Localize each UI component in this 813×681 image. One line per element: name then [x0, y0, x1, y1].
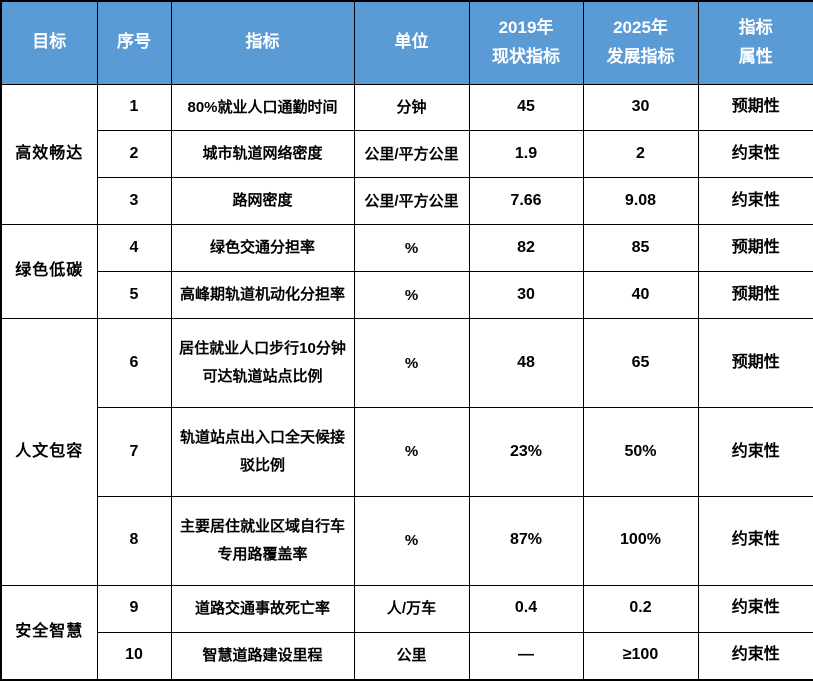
group-cell-green: 绿色低碳: [0, 224, 98, 320]
table-row: 人文包容 6 居住就业人口步行10分钟可达轨道站点比例 % 48 65 预期性: [0, 318, 813, 586]
value-2019-cell: —: [468, 631, 584, 681]
indicator-cell: 绿色交通分担率: [170, 224, 355, 273]
value-2019-cell: 45: [468, 83, 584, 132]
no-cell: 3: [96, 177, 172, 226]
table-row: 2 城市轨道网络密度 公里/平方公里 1.9 2 约束性: [1, 130, 813, 179]
indicator-cell: 轨道站点出入口全天候接驳比例: [170, 406, 355, 497]
value-2025-cell: 50%: [582, 406, 699, 497]
table-row: 安全智慧 9 道路交通事故死亡率 人/万车 0.4 0.2 约束性: [0, 584, 813, 681]
value-2019-cell: 87%: [468, 495, 584, 586]
value-2025-cell: ≥100: [582, 631, 699, 681]
col-header-2025: 2025年 发展指标: [582, 0, 699, 85]
unit-cell: %: [353, 271, 470, 320]
indicator-cell: 路网密度: [170, 177, 355, 226]
attr-cell: 约束性: [697, 406, 813, 497]
unit-cell: %: [353, 224, 470, 273]
col-header-goal: 目标: [0, 0, 98, 85]
attr-cell: 约束性: [697, 130, 813, 179]
attr-cell: 约束性: [697, 584, 813, 633]
col-header-indicator: 指标: [170, 0, 355, 85]
attr-cell: 约束性: [697, 495, 813, 586]
table-body: 高效畅达 1 80%就业人口通勤时间 分钟 45 30 预期性 2 城市轨道网络…: [0, 83, 813, 681]
value-2019-cell: 23%: [468, 406, 584, 497]
indicator-cell: 主要居住就业区域自行车专用路覆盖率: [170, 495, 355, 586]
table-row: 8 主要居住就业区域自行车专用路覆盖率 % 87% 100% 约束性: [1, 495, 813, 586]
group-cell-efficient: 高效畅达: [0, 83, 98, 226]
unit-cell: 公里/平方公里: [353, 130, 470, 179]
value-2025-cell: 85: [582, 224, 699, 273]
indicator-cell: 居住就业人口步行10分钟可达轨道站点比例: [170, 318, 355, 408]
value-2025-cell: 40: [582, 271, 699, 320]
unit-cell: %: [353, 406, 470, 497]
table-row: 7 轨道站点出入口全天候接驳比例 % 23% 50% 约束性: [1, 406, 813, 497]
no-cell: 9: [96, 584, 172, 633]
value-2019-cell: 7.66: [468, 177, 584, 226]
attr-cell: 预期性: [697, 318, 813, 408]
table-row: 高效畅达 1 80%就业人口通勤时间 分钟 45 30 预期性: [0, 83, 813, 226]
value-2025-cell: 9.08: [582, 177, 699, 226]
col-header-2019: 2019年 现状指标: [468, 0, 584, 85]
col-header-attr: 指标 属性: [697, 0, 813, 85]
value-2019-cell: 1.9: [468, 130, 584, 179]
value-2025-cell: 2: [582, 130, 699, 179]
value-2019-cell: 82: [468, 224, 584, 273]
table-row: 10 智慧道路建设里程 公里 — ≥100 约束性: [1, 631, 813, 681]
attr-cell: 约束性: [697, 631, 813, 681]
value-2025-cell: 0.2: [582, 584, 699, 633]
no-cell: 10: [96, 631, 172, 681]
attr-cell: 约束性: [697, 177, 813, 226]
table-row: 3 路网密度 公里/平方公里 7.66 9.08 约束性: [1, 177, 813, 226]
value-2025-cell: 30: [582, 83, 699, 132]
no-cell: 2: [96, 130, 172, 179]
col-header-no: 序号: [96, 0, 172, 85]
value-2025-cell: 65: [582, 318, 699, 408]
value-2019-cell: 0.4: [468, 584, 584, 633]
value-2019-cell: 30: [468, 271, 584, 320]
unit-cell: 分钟: [353, 83, 470, 132]
no-cell: 4: [96, 224, 172, 273]
table-row: 绿色低碳 4 绿色交通分担率 % 82 85 预期性: [0, 224, 813, 320]
indicator-cell: 高峰期轨道机动化分担率: [170, 271, 355, 320]
no-cell: 8: [96, 495, 172, 586]
unit-cell: 公里/平方公里: [353, 177, 470, 226]
attr-cell: 预期性: [697, 83, 813, 132]
group-cell-safe: 安全智慧: [0, 584, 98, 681]
attr-cell: 预期性: [697, 271, 813, 320]
group-cell-humanistic: 人文包容: [0, 318, 98, 586]
value-2019-cell: 48: [468, 318, 584, 408]
no-cell: 5: [96, 271, 172, 320]
unit-cell: 公里: [353, 631, 470, 681]
col-header-unit: 单位: [353, 0, 470, 85]
header-row: 目标 序号 指标 单位 2019年 现状指标 2025年 发展指标 指标 属性: [0, 0, 813, 85]
attr-cell: 预期性: [697, 224, 813, 273]
unit-cell: %: [353, 495, 470, 586]
indicator-cell: 城市轨道网络密度: [170, 130, 355, 179]
table-row: 5 高峰期轨道机动化分担率 % 30 40 预期性: [1, 271, 813, 320]
indicator-cell: 智慧道路建设里程: [170, 631, 355, 681]
indicator-cell: 道路交通事故死亡率: [170, 584, 355, 633]
no-cell: 7: [96, 406, 172, 497]
value-2025-cell: 100%: [582, 495, 699, 586]
unit-cell: 人/万车: [353, 584, 470, 633]
no-cell: 1: [96, 83, 172, 132]
table-header: 目标 序号 指标 单位 2019年 现状指标 2025年 发展指标 指标 属性: [0, 0, 813, 85]
unit-cell: %: [353, 318, 470, 408]
indicator-cell: 80%就业人口通勤时间: [170, 83, 355, 132]
no-cell: 6: [96, 318, 172, 408]
